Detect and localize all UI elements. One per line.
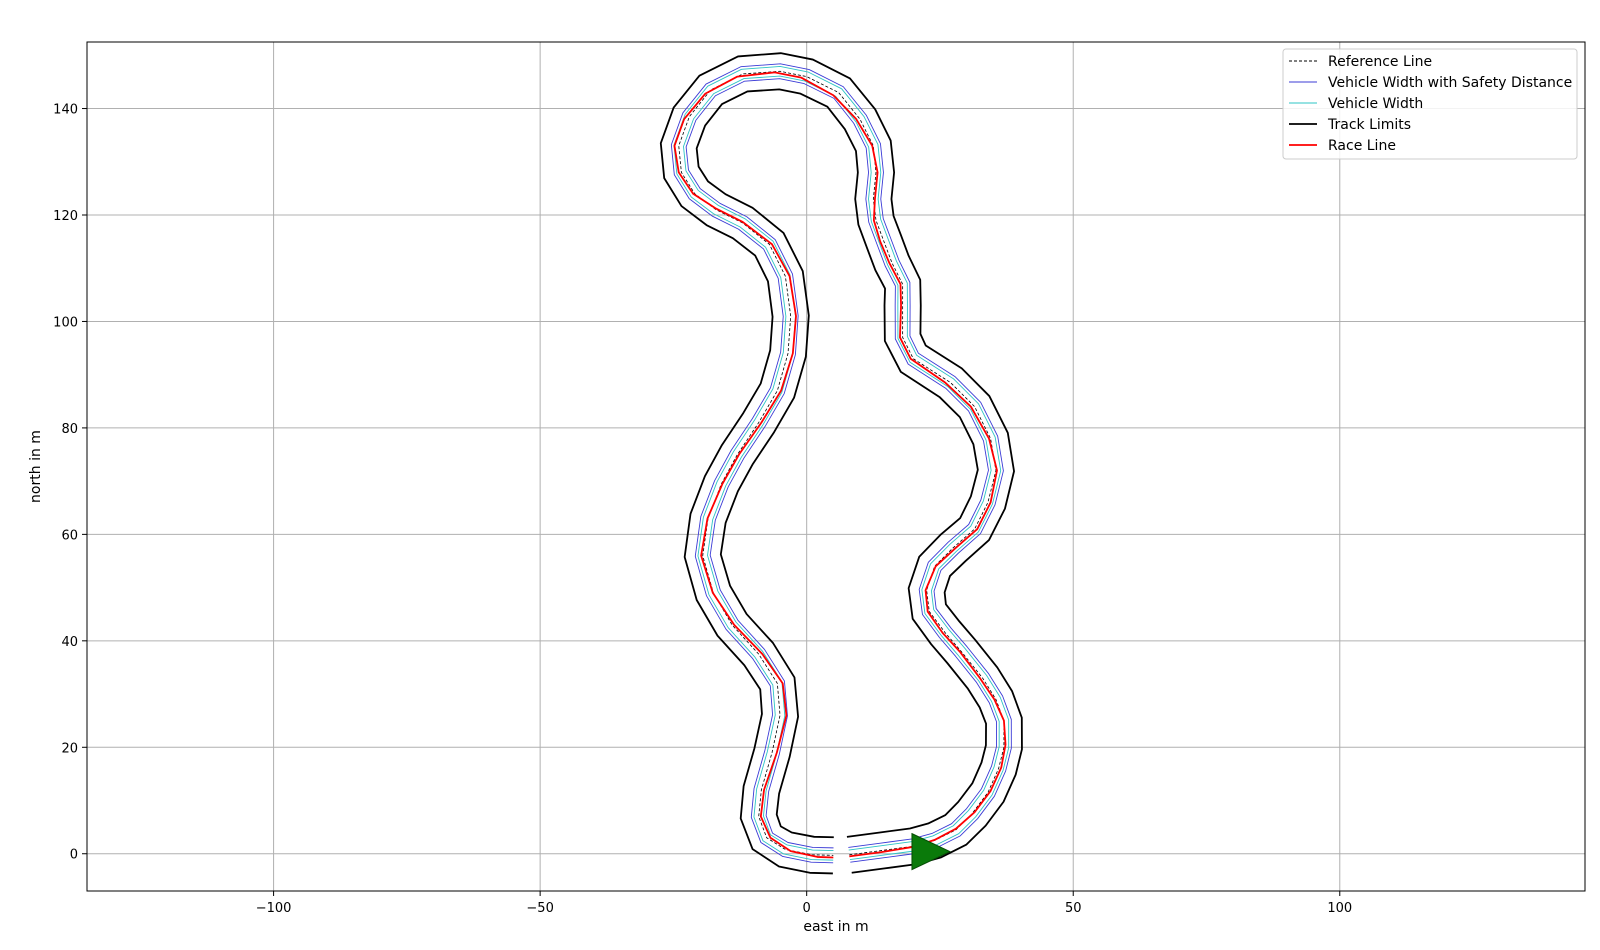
legend: Reference Line Vehicle Width with Safety … (1282, 48, 1578, 160)
y-tick-label: 140 (53, 103, 78, 118)
track-limit-right (695, 88, 987, 839)
x-tick-label: 100 (1327, 901, 1352, 916)
x-axis-label: east in m (803, 919, 868, 935)
y-axis-label: north in m (28, 430, 44, 503)
legend-label-reference: Reference Line (1328, 54, 1432, 70)
y-tick-label: 20 (61, 741, 78, 756)
legend-label-vehicle: Vehicle Width (1328, 96, 1423, 112)
safety-line-left (670, 63, 1012, 864)
y-tick-label: 120 (53, 209, 78, 224)
legend-label-race: Race Line (1328, 138, 1396, 154)
vehicle-width-line-right (683, 75, 1000, 851)
y-tick-label: 80 (61, 422, 78, 437)
grid (87, 42, 1585, 891)
legend-label-safety: Vehicle Width with Safety Distance (1328, 75, 1572, 91)
race-line (673, 71, 1007, 859)
legend-box (1282, 48, 1578, 160)
x-tick-label: −100 (256, 901, 292, 916)
start-marker-icon (911, 832, 952, 871)
y-tick-label: 40 (61, 635, 78, 650)
legend-label-limits: Track Limits (1327, 117, 1411, 133)
safety-line-right (685, 78, 998, 849)
axis-ticks: −100 −50 0 50 100 0 20 40 60 80 100 120 140 (53, 103, 1352, 916)
plot-frame (86, 41, 1586, 892)
y-tick-label: 60 (61, 528, 78, 543)
y-tick-label: 100 (53, 315, 78, 330)
plot-series (659, 52, 1023, 875)
vehicle-width-line-left (673, 66, 1010, 861)
x-tick-label: 0 (803, 901, 811, 916)
x-tick-label: −50 (526, 901, 553, 916)
x-tick-label: 50 (1065, 901, 1082, 916)
y-tick-label: 0 (70, 848, 78, 863)
track-limit-left (659, 52, 1023, 875)
